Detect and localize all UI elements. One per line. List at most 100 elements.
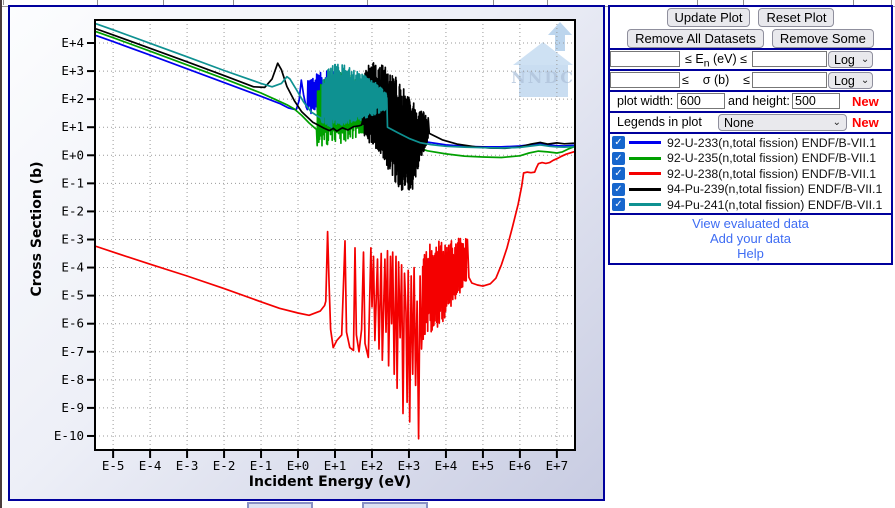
dataset-color-swatch [629, 156, 661, 160]
y-tick-label: E-2 [61, 203, 84, 218]
sigma-min-input[interactable] [610, 72, 680, 88]
x-tick-label: E+4 [435, 458, 458, 473]
x-tick-label: E+5 [472, 458, 495, 473]
y-axis-title: Cross Section (b) [29, 162, 45, 297]
link-help[interactable]: Help [737, 245, 764, 261]
y-tick-label: E-7 [61, 344, 84, 359]
x-axis-title: Incident Energy (eV) [249, 474, 411, 490]
toolbar-divider [493, 0, 494, 5]
x-tick-label: E-2 [213, 458, 236, 473]
energy-range-row: ≤ En (eV) ≤ Log ⌄ [610, 48, 891, 70]
series-92-u-238-n-total-fission- [95, 151, 575, 440]
plot-width-input[interactable] [677, 93, 725, 109]
dataset-row: ✓ 94-Pu-239(n,total fission) ENDF/B-VII.1 [610, 182, 891, 198]
toolbar-divider [367, 0, 368, 5]
link-view-evaluated-data[interactable]: View evaluated data [692, 215, 809, 231]
y-tick-label: E-8 [61, 372, 84, 387]
x-tick-label: E+7 [546, 458, 569, 473]
sigma-range-row: ≤ σ (b) ≤ Log ⌄ [610, 69, 891, 90]
chevron-down-icon: ⌄ [832, 117, 841, 128]
cross-section-plot-image: NNDC E-5 E-4 E-3 E-2 E-1 E+0 E+1 E+2 E+3 E+4 E+5 E+… [29, 19, 576, 490]
toolbar-divider [97, 0, 98, 5]
plot-height-input[interactable] [792, 93, 840, 109]
plot-buttons-row: Update Plot Reset Plot [610, 7, 891, 28]
dataset-label: 92-U-235(n,total fission) ENDF/B-VII.1 [667, 151, 877, 166]
y-tick-label: E-5 [61, 288, 84, 303]
x-tick-label: E+1 [324, 458, 347, 473]
dataset-label: 94-Pu-241(n,total fission) ENDF/B-VII.1 [667, 197, 883, 212]
dataset-checkbox[interactable]: ✓ [612, 151, 625, 165]
update-plot-button[interactable]: Update Plot [666, 8, 751, 27]
energy-min-input[interactable] [610, 51, 680, 67]
chevron-down-icon: ⌄ [860, 54, 870, 65]
toolbar-divider [853, 0, 854, 5]
y-tick-label: E-4 [61, 260, 84, 275]
controls-panel: Update Plot Reset Plot Remove All Datase… [608, 5, 893, 265]
dataset-checkbox[interactable]: ✓ [612, 198, 625, 212]
sigma-scale-select[interactable]: Log ⌄ [828, 72, 873, 89]
plot-border [94, 19, 576, 451]
remove-all-datasets-button[interactable]: Remove All Datasets [627, 28, 764, 48]
partial-button[interactable] [247, 502, 313, 508]
y-tick-label: E-10 [54, 428, 84, 443]
y-tick-label: E+3 [61, 63, 84, 78]
window-left-edge [0, 0, 2, 508]
plot-size-row: plot width: and height: New [610, 90, 891, 111]
y-tick-label: E-3 [61, 231, 84, 246]
y-tick-label: E-6 [61, 316, 84, 331]
x-tick-label: E-5 [102, 458, 125, 473]
remove-buttons-row: Remove All Datasets Remove Some [610, 28, 891, 48]
reset-plot-button[interactable]: Reset Plot [758, 8, 835, 27]
y-tick-label: E+4 [61, 35, 84, 50]
chevron-down-icon: ⌄ [860, 75, 870, 86]
dataset-checkbox[interactable]: ✓ [612, 167, 625, 181]
y-tick-label: E-1 [61, 175, 84, 190]
toolbar-divider [743, 0, 744, 5]
toolbar-divider [891, 0, 892, 5]
dataset-label: 92-U-233(n,total fission) ENDF/B-VII.1 [667, 135, 877, 150]
x-tick-label: E+3 [398, 458, 421, 473]
energy-range-label: ≤ En (eV) ≤ [685, 52, 747, 70]
dataset-row: ✓ 94-Pu-241(n,total fission) ENDF/B-VII.1 [610, 197, 891, 213]
y-tick-label: E-9 [61, 400, 84, 415]
toolbar-divider [233, 0, 234, 5]
dataset-color-swatch [629, 141, 661, 145]
nndc-watermark: NNDC [511, 22, 575, 97]
dataset-checkbox[interactable]: ✓ [612, 182, 625, 196]
dataset-color-swatch [629, 203, 661, 207]
watermark-text: NNDC [511, 68, 575, 87]
energy-max-input[interactable] [752, 51, 827, 67]
plot-height-label: and height: [728, 94, 790, 108]
x-tick-label: E-1 [250, 458, 273, 473]
legends-select[interactable]: None ⌄ [718, 114, 847, 131]
dataset-label: 92-U-238(n,total fission) ENDF/B-VII.1 [667, 166, 877, 181]
partial-button[interactable] [362, 502, 428, 508]
toolbar-divider [163, 0, 164, 5]
toolbar-divider [697, 0, 698, 5]
dataset-list: ✓ 92-U-233(n,total fission) ENDF/B-VII.1 ✓… [610, 132, 891, 213]
sigma-range-label: ≤ σ (b) ≤ [682, 73, 750, 87]
size-new-flag: New [852, 94, 879, 109]
x-tick-label: E-4 [139, 458, 162, 473]
legends-label: Legends in plot [617, 115, 702, 129]
energy-scale-select[interactable]: Log ⌄ [828, 51, 873, 68]
dataset-row: ✓ 92-U-233(n,total fission) ENDF/B-VII.1 [610, 135, 891, 151]
dataset-label: 94-Pu-239(n,total fission) ENDF/B-VII.1 [667, 182, 883, 197]
remove-some-button[interactable]: Remove Some [771, 28, 874, 48]
dataset-row: ✓ 92-U-238(n,total fission) ENDF/B-VII.1 [610, 166, 891, 182]
dataset-color-swatch [629, 187, 661, 191]
legends-new-flag: New [852, 115, 879, 130]
plot-width-label: plot width: [617, 94, 674, 108]
link-add-your-data[interactable]: Add your data [710, 230, 791, 246]
dataset-row: ✓ 92-U-235(n,total fission) ENDF/B-VII.1 [610, 151, 891, 167]
dataset-color-swatch [629, 172, 661, 176]
y-tick-label: E+1 [61, 119, 84, 134]
sigma-max-input[interactable] [752, 72, 827, 88]
dataset-checkbox[interactable]: ✓ [612, 136, 625, 150]
y-tick-label: E+0 [61, 147, 84, 162]
x-tick-label: E-3 [176, 458, 199, 473]
links-section: View evaluated data Add your data Help [610, 212, 891, 263]
legends-row: Legends in plot None ⌄ New [610, 111, 891, 132]
plot-panel: NNDC E-5 E-4 E-3 E-2 E-1 E+0 E+1 E+2 E+3 E+4 E+5 E+… [8, 5, 605, 501]
